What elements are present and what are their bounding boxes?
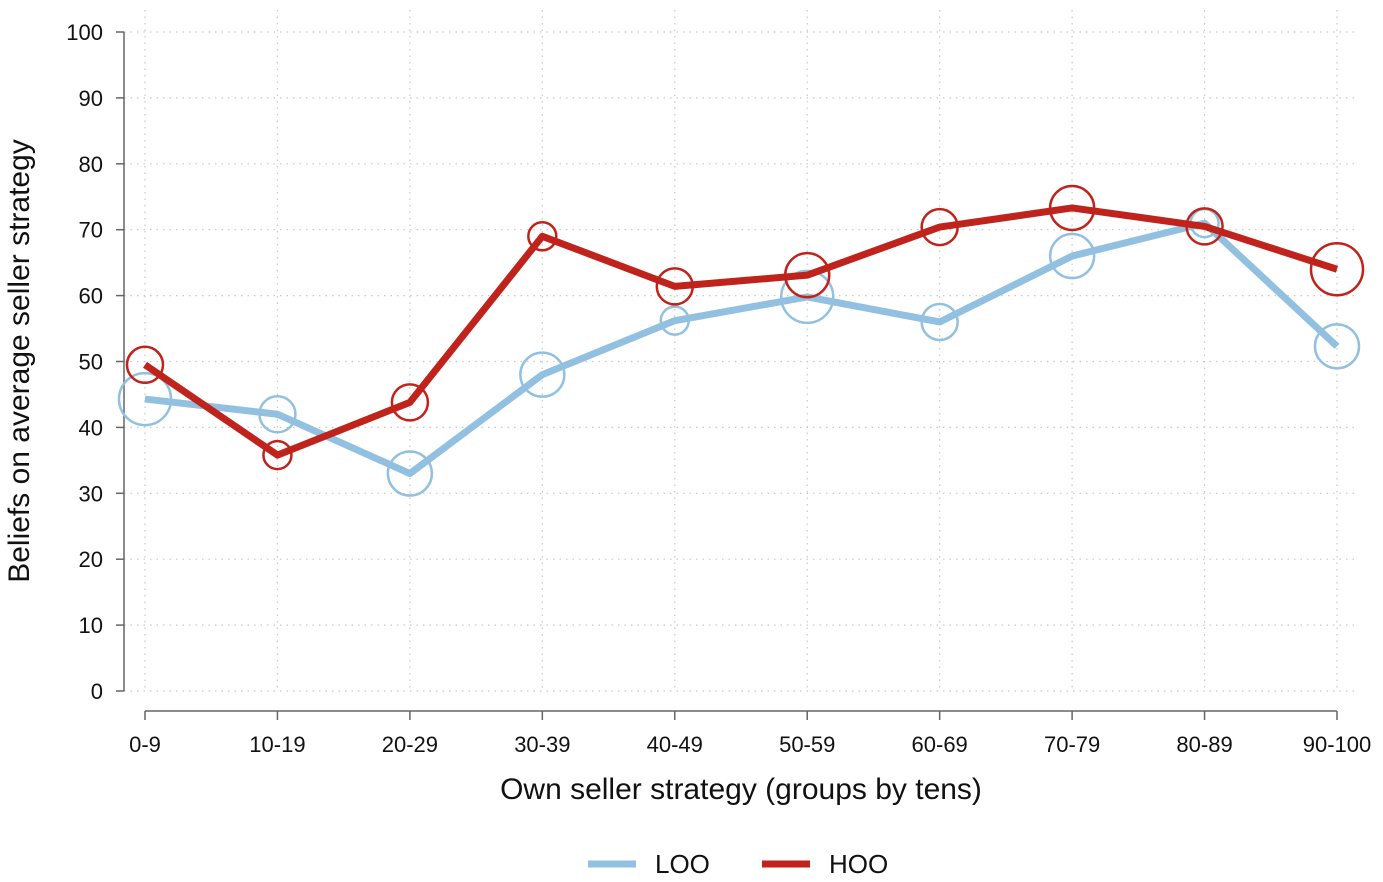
- y-tick-label: 100: [66, 20, 103, 45]
- data-point-hoo: [1309, 241, 1365, 297]
- y-tick-label: 40: [79, 415, 103, 440]
- y-tick-label: 60: [79, 284, 103, 309]
- y-axis-title: Beliefs on average seller strategy: [3, 139, 36, 583]
- series-hoo: [125, 184, 1365, 471]
- data-point-loo: [779, 269, 835, 325]
- legend-label: HOO: [829, 849, 888, 879]
- y-tick-label: 70: [79, 218, 103, 243]
- data-point-loo: [1048, 232, 1096, 280]
- x-tick-label: 0-9: [129, 732, 161, 757]
- legend: LOO HOO: [588, 849, 888, 879]
- series-line-hoo: [143, 204, 1339, 459]
- data-point-hoo: [655, 267, 695, 306]
- axes: 0 10 20 30 40 50 60 70 80 90 100 0-9 10-19 20-29 30-39…: [66, 20, 1371, 757]
- x-tick-label: 80-89: [1176, 732, 1232, 757]
- y-tick-label: 0: [91, 679, 103, 704]
- x-tick-label: 50-59: [779, 732, 835, 757]
- data-point-hoo: [527, 221, 558, 252]
- data-point-hoo: [920, 207, 959, 247]
- y-tick-label: 30: [79, 481, 103, 506]
- data-point-hoo: [1048, 184, 1096, 232]
- data-point-hoo: [1185, 207, 1224, 246]
- data-point-hoo: [125, 345, 165, 385]
- y-tick-label: 10: [79, 613, 103, 638]
- x-tick-label: 70-79: [1044, 732, 1100, 757]
- x-tick-label: 60-69: [912, 732, 968, 757]
- legend-label: LOO: [655, 849, 710, 879]
- series-line-loo: [144, 219, 1340, 478]
- data-point-loo: [519, 351, 566, 398]
- data-point-hoo: [783, 251, 831, 299]
- data-point-loo: [258, 394, 297, 434]
- data-point-loo: [1313, 323, 1361, 370]
- y-tick-label: 80: [79, 152, 103, 177]
- x-tick-label: 40-49: [647, 732, 703, 757]
- data-point-hoo: [262, 439, 293, 471]
- legend-item-loo: LOO: [588, 849, 710, 879]
- x-tick-label: 30-39: [514, 732, 570, 757]
- x-tick-label: 90-100: [1303, 732, 1372, 757]
- grid: [124, 10, 1357, 692]
- legend-item-hoo: HOO: [762, 849, 888, 879]
- series-layer: [117, 184, 1365, 497]
- data-point-hoo: [390, 383, 430, 422]
- data-point-loo: [386, 450, 434, 497]
- data-point-loo: [920, 302, 959, 342]
- data-point-loo: [659, 305, 691, 336]
- x-tick-label: 20-29: [382, 732, 438, 757]
- x-tick-label: 10-19: [249, 732, 305, 757]
- data-point-loo: [117, 371, 173, 427]
- y-tick-label: 20: [79, 547, 103, 572]
- series-loo: [117, 207, 1361, 497]
- y-tick-label: 50: [79, 350, 103, 375]
- x-axis-title: Own seller strategy (groups by tens): [500, 773, 982, 806]
- y-tick-label: 90: [79, 86, 103, 111]
